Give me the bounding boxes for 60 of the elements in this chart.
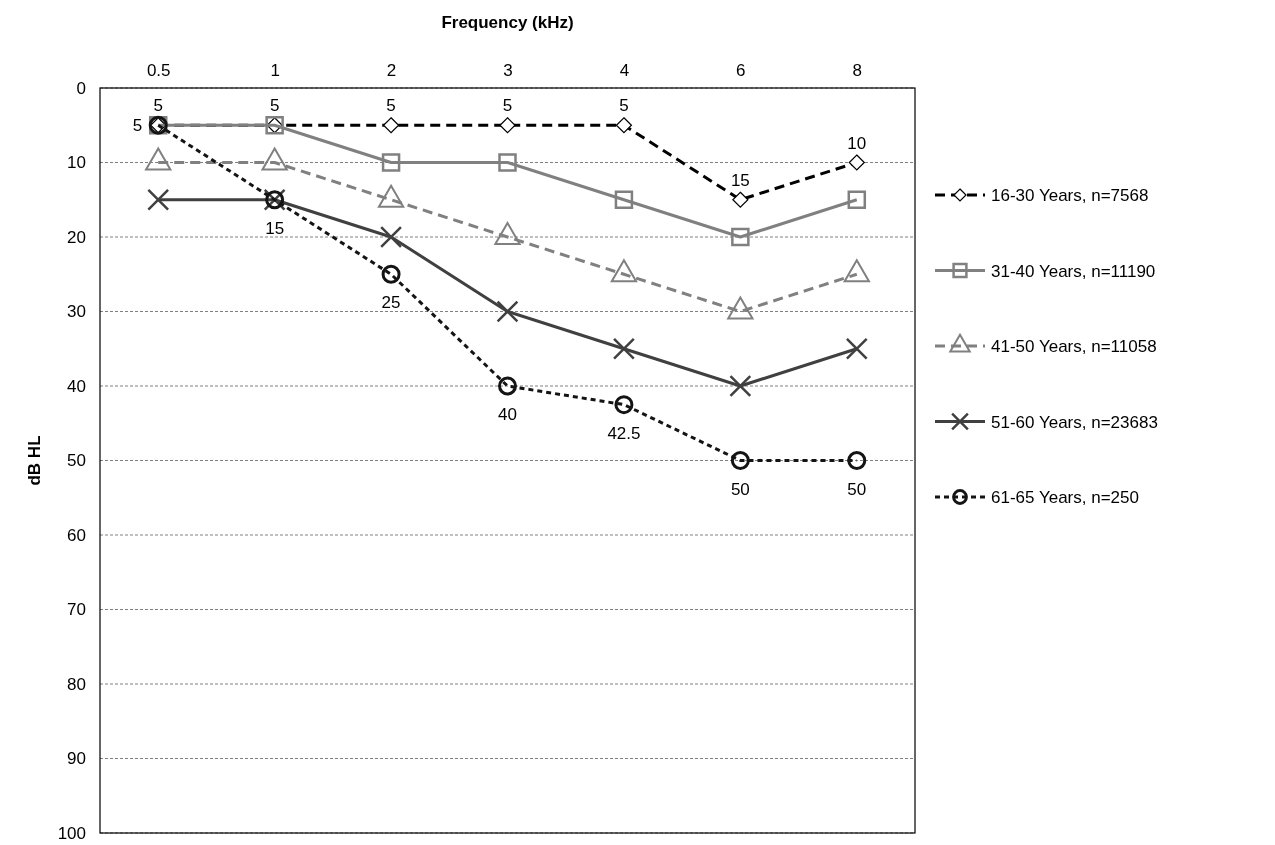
point <box>498 153 517 172</box>
data-label: 10 <box>847 133 867 153</box>
point <box>615 117 633 134</box>
x-tick-label: 2 <box>386 61 397 80</box>
y-tick-label: 30 <box>67 302 86 322</box>
x-axis-title: Frequency (kHz) <box>441 13 574 32</box>
point <box>730 451 750 470</box>
point <box>381 264 401 284</box>
data-label: 15 <box>265 218 285 238</box>
data-label: 5 <box>153 96 163 116</box>
point <box>845 337 868 360</box>
point <box>147 188 170 211</box>
y-tick-label: 90 <box>67 749 86 769</box>
data-label: 40 <box>498 405 517 424</box>
point <box>847 451 867 470</box>
x-tick-label: 4 <box>619 61 630 80</box>
y-tick-label: 40 <box>67 376 86 396</box>
point <box>499 117 516 134</box>
data-label: 5 <box>619 96 629 116</box>
data-label: 15 <box>730 170 750 190</box>
legend-label: 16-30 Years, n=7568 <box>991 186 1149 205</box>
point <box>498 376 517 396</box>
x-tick-label: 0.5 <box>146 61 171 80</box>
legend-label: 41-50 Years, n=11058 <box>991 337 1157 356</box>
y-tick-label: 50 <box>67 451 86 471</box>
y-axis-title: dB HL <box>25 435 44 486</box>
y-tick-label: 20 <box>67 227 86 247</box>
point <box>379 225 403 249</box>
point <box>732 191 749 208</box>
point <box>729 374 752 398</box>
legend-label: 61-65 Years, n=250 <box>991 488 1139 507</box>
data-label: 5 <box>386 96 396 116</box>
x-tick-label: 3 <box>503 61 513 80</box>
x-tick-label: 6 <box>736 61 746 80</box>
y-tick-label: 60 <box>67 525 86 545</box>
data-label: 5 <box>269 96 280 116</box>
y-tick-label: 80 <box>67 674 86 694</box>
legend-label: 51-60 Years, n=23683 <box>991 412 1158 432</box>
y-tick-label: 0 <box>76 78 86 98</box>
x-tick-label: 1 <box>270 61 280 80</box>
point <box>496 300 519 323</box>
point <box>612 337 636 360</box>
point <box>731 227 750 247</box>
y-tick-label: 100 <box>57 823 86 843</box>
point <box>614 190 634 209</box>
legend-label: 31-40 Years, n=11190 <box>991 261 1156 281</box>
data-label: 5 <box>132 116 143 136</box>
y-tick-label: 10 <box>67 153 86 173</box>
data-label: 5 <box>502 96 513 116</box>
point <box>382 117 400 134</box>
x-tick-label: 8 <box>852 61 863 80</box>
point <box>848 154 865 171</box>
point <box>381 153 401 172</box>
data-label: 42.5 <box>607 423 641 443</box>
data-label: 50 <box>847 479 867 499</box>
point <box>614 395 634 415</box>
point <box>847 190 867 209</box>
data-label: 50 <box>730 479 750 499</box>
y-tick-label: 70 <box>67 600 86 620</box>
data-label: 25 <box>381 293 401 313</box>
